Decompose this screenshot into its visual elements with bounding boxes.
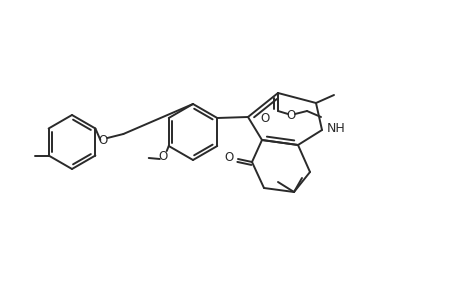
Text: O: O [224,151,233,164]
Text: O: O [260,112,269,124]
Text: O: O [286,109,295,122]
Text: NH: NH [326,122,345,134]
Text: O: O [99,134,108,146]
Text: O: O [158,149,167,163]
